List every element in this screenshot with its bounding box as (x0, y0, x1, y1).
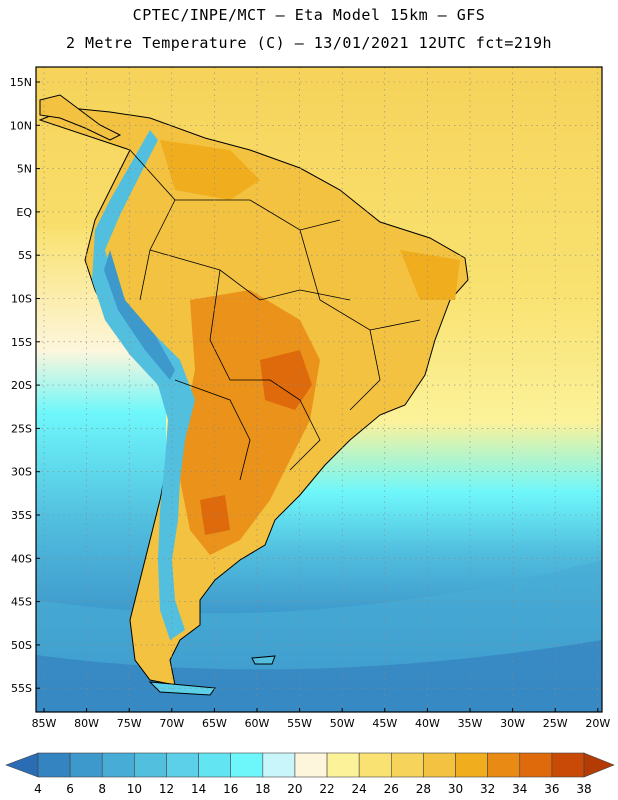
lat-label: EQ (16, 206, 32, 219)
lon-label: 45W (372, 717, 397, 730)
lon-label: 30W (500, 717, 525, 730)
colorbar-label: 38 (576, 782, 591, 796)
colorbar-swatch (230, 752, 264, 778)
andes-cold-strip (92, 130, 195, 640)
colorbar-swatch (423, 752, 456, 778)
lat-label: 15N (10, 76, 32, 89)
lon-label: 80W (74, 717, 99, 730)
lat-label: 10N (10, 119, 32, 132)
lat-label: 25S (11, 422, 32, 435)
colorbar-label: 14 (191, 782, 206, 796)
lat-label: 55S (11, 682, 32, 695)
colorbar-label: 16 (223, 782, 238, 796)
lon-label: 85W (32, 717, 57, 730)
colorbar-label: 6 (66, 782, 74, 796)
map-subtitle: 2 Metre Temperature (C) – 13/01/2021 12U… (65, 34, 553, 52)
colorbar-swatch (294, 752, 328, 778)
colorbar-label: 22 (319, 782, 334, 796)
colorbar-swatch (134, 752, 167, 778)
colorbar-label: 36 (544, 782, 559, 796)
colorbar-swatch (358, 752, 392, 778)
colorbar-swatch (551, 752, 585, 778)
lon-label: 35W (458, 717, 483, 730)
lon-label: 25W (543, 717, 568, 730)
colorbar-swatch (390, 752, 424, 778)
colorbar-label: 32 (480, 782, 495, 796)
lon-label: 75W (117, 717, 142, 730)
temperature-map: 15N 10N 5N EQ 5S 10S 15S 20S 25S 30S 35S 40S 45S 50S 5… (10, 66, 610, 730)
colorbar-label: 26 (384, 782, 399, 796)
colorbar-swatch (198, 752, 232, 778)
colorbar-label: 10 (127, 782, 142, 796)
colorbar-swatch (487, 752, 521, 778)
lat-label: 50S (11, 639, 32, 652)
lon-label: 20W (585, 717, 610, 730)
colorbar-label: 18 (255, 782, 270, 796)
lat-label: 45S (11, 596, 32, 609)
map-frame (35, 66, 603, 713)
country-borders (129, 149, 421, 481)
lon-label: 40W (415, 717, 440, 730)
lat-label: 10S (11, 293, 32, 306)
lon-label: 65W (202, 717, 227, 730)
lat-label: 40S (11, 552, 32, 565)
colorbar-swatch (166, 752, 199, 778)
lon-label: 60W (245, 717, 270, 730)
lat-label: 5N (17, 163, 32, 176)
map-title: CPTEC/INPE/MCT – Eta Model 15km – GFS (132, 6, 486, 24)
color-scale-bar: 4 6 8 10 12 14 16 18 20 22 24 26 28 30 32 34 36 38 (5, 752, 615, 796)
colorbar-label: 8 (98, 782, 106, 796)
lat-label: 30S (11, 466, 32, 479)
colorbar-swatch (519, 752, 553, 778)
colorbar-label: 34 (512, 782, 527, 796)
colorbar-swatch (326, 752, 360, 778)
colorbar-swatch (69, 752, 103, 778)
graticule (36, 67, 602, 712)
colorbar-swatch (455, 752, 488, 778)
lat-label: 20S (11, 379, 32, 392)
colorbar-swatch (262, 752, 296, 778)
lon-label: 55W (287, 717, 312, 730)
lon-label: 70W (159, 717, 184, 730)
colorbar-max-arrow (583, 752, 615, 778)
lat-label: 5S (18, 249, 32, 262)
longitude-labels: 85W 80W 75W 70W 65W 60W 55W 50W 45W 40W 35W 30W 25W 2… (32, 708, 610, 730)
colorbar-label: 20 (287, 782, 302, 796)
lat-label: 35S (11, 509, 32, 522)
colorbar-swatch (37, 752, 71, 778)
colorbar-swatch (101, 752, 135, 778)
lat-label: 15S (11, 336, 32, 349)
colorbar-label: 4 (34, 782, 42, 796)
colorbar-label: 28 (416, 782, 431, 796)
lon-label: 50W (330, 717, 355, 730)
colorbar-min-arrow (5, 752, 39, 778)
colorbar-label: 12 (159, 782, 174, 796)
colorbar-label: 30 (448, 782, 463, 796)
latitude-labels: 15N 10N 5N EQ 5S 10S 15S 20S 25S 30S 35S 40S 45S 50S 5… (10, 76, 40, 695)
colorbar-label: 24 (352, 782, 367, 796)
